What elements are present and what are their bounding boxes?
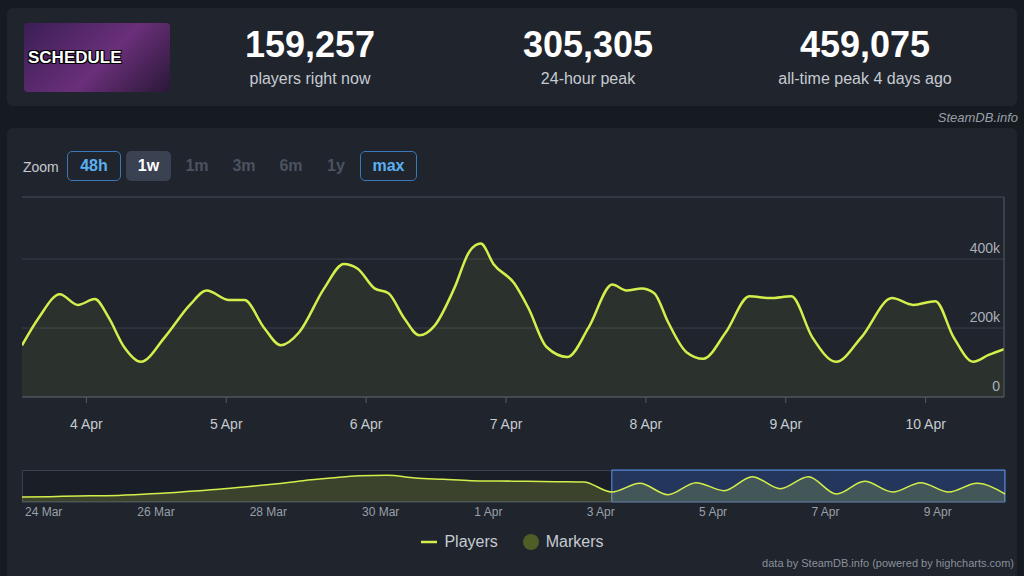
svg-text:0: 0 (992, 378, 1000, 394)
svg-text:8 Apr: 8 Apr (630, 416, 663, 432)
html-text:Players: Players (444, 533, 498, 550)
html-text:SteamDB.info: SteamDB.info (937, 110, 1018, 125)
svg-text:6 Apr: 6 Apr (350, 416, 383, 432)
svg-text:400k: 400k (970, 240, 1001, 256)
svg-text:9 Apr: 9 Apr (924, 505, 952, 519)
svg-text:9 Apr: 9 Apr (769, 416, 802, 432)
svg-text:30 Mar: 30 Mar (362, 505, 399, 519)
html-text:Markers: Markers (545, 533, 604, 550)
svg-text:24 Mar: 24 Mar (25, 505, 62, 519)
svg-text:7 Apr: 7 Apr (811, 505, 839, 519)
svg-text:28 Mar: 28 Mar (250, 505, 287, 519)
html-text:459,075: 459,075 (799, 24, 931, 65)
html-text:1m: 1m (185, 157, 209, 174)
svg-text:5 Apr: 5 Apr (699, 505, 727, 519)
html-text:24-hour peak: 24-hour peak (540, 70, 636, 87)
html-text:all-time peak 4 days ago: all-time peak 4 days ago (778, 70, 952, 87)
html-text:max: max (372, 157, 405, 174)
html-text:305,305: 305,305 (522, 24, 654, 65)
html-text:48h: 48h (80, 157, 108, 174)
html-text:3m: 3m (232, 157, 256, 174)
svg-text:10 Apr: 10 Apr (905, 416, 946, 432)
html-text:159,257: 159,257 (244, 24, 376, 65)
html-text:Zoom: Zoom (23, 159, 59, 175)
html-text:1w: 1w (137, 157, 160, 174)
html-text:data by SteamDB.info (powered: data by SteamDB.info (powered by highcha… (762, 557, 1014, 569)
svg-text:4 Apr: 4 Apr (70, 416, 103, 432)
html-text:6m: 6m (279, 157, 303, 174)
svg-text:3 Apr: 3 Apr (587, 505, 615, 519)
svg-text:7 Apr: 7 Apr (490, 416, 523, 432)
svg-text:200k: 200k (970, 309, 1001, 325)
svg-text:1 Apr: 1 Apr (474, 505, 502, 519)
html-text:SCHEDULE: SCHEDULE (28, 47, 122, 67)
svg-text:5 Apr: 5 Apr (210, 416, 243, 432)
html-text:players right now: players right now (249, 70, 371, 87)
svg-text:26 Mar: 26 Mar (137, 505, 174, 519)
html-text:1y: 1y (327, 157, 345, 174)
